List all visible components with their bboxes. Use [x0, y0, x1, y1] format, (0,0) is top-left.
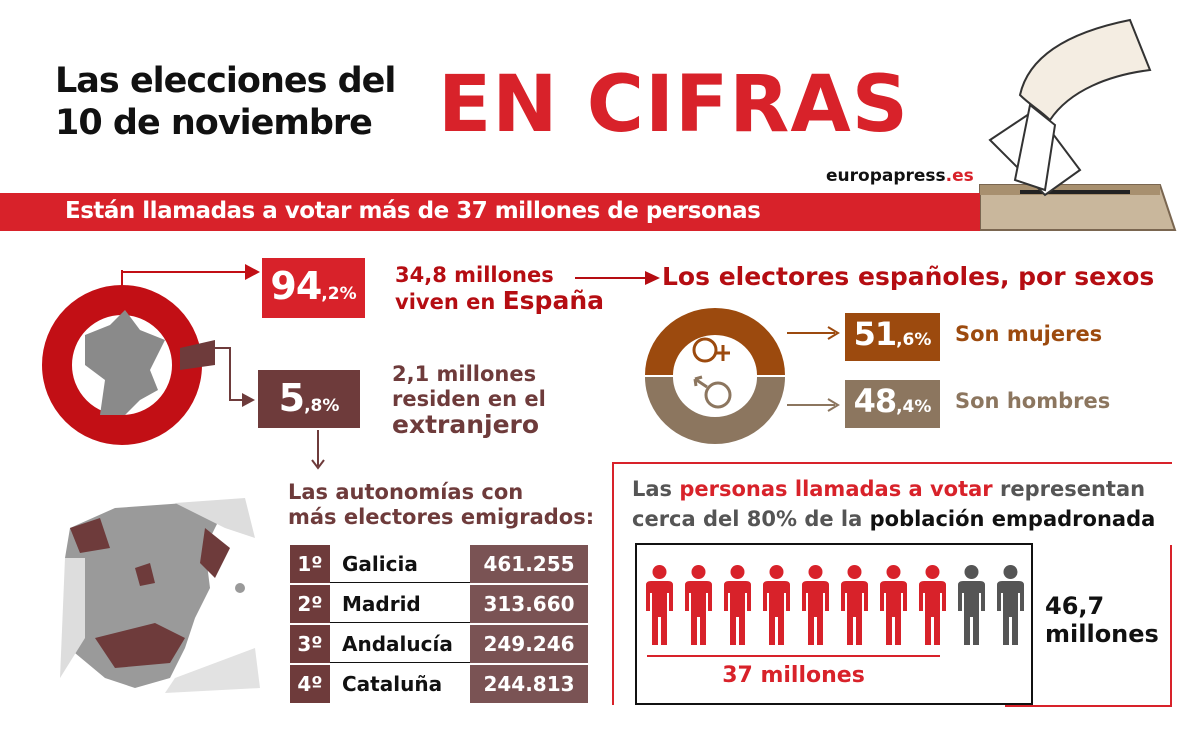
- people-figures: [642, 563, 1028, 648]
- person-icon-voter: [802, 565, 829, 645]
- female-icon: [692, 337, 730, 363]
- voters-underline: [647, 655, 940, 657]
- table-row: 4º Cataluña 244.813: [290, 665, 588, 703]
- abroad-pct-badge: 5,8%: [258, 370, 360, 428]
- arrow-down-icon: [311, 430, 325, 470]
- men-label: Son hombres: [955, 389, 1111, 413]
- panel-border-bottom: [1005, 705, 1172, 707]
- person-icon-nonvoter: [997, 565, 1024, 645]
- donut-segment-abroad: [180, 340, 215, 370]
- emigrants-heading: Las autonomías con más electores emigrad…: [288, 480, 595, 529]
- person-icon-voter: [841, 565, 868, 645]
- arrow-right-icon: [575, 271, 660, 285]
- emigrants-table: 1º Galicia 461.255 2º Madrid 313.660 3º Andal…: [290, 545, 588, 705]
- ballot-box-illustration: [979, 18, 1177, 231]
- table-row: 3º Andalucía 249.246: [290, 625, 588, 663]
- panel-border-top: [612, 462, 1172, 464]
- title-highlight: EN CIFRAS: [438, 60, 909, 150]
- spain-regions-map: [60, 498, 260, 693]
- person-icon-voter: [685, 565, 712, 645]
- men-pct-badge: 48,4%: [845, 380, 940, 428]
- gender-title: Los electores españoles, por sexos: [662, 262, 1155, 291]
- source-label: europapress.es: [826, 166, 974, 186]
- connector-arrows: [121, 264, 260, 407]
- gender-donut: [645, 308, 840, 444]
- women-pct-badge: 51,6%: [845, 313, 940, 361]
- banner-text: Están llamadas a votar más de 37 millone…: [65, 198, 761, 224]
- panel-border-left: [612, 462, 614, 705]
- male-icon: [693, 375, 732, 409]
- person-icon-voter: [724, 565, 751, 645]
- residence-donut: [42, 270, 230, 445]
- spain-pct-badge: 94,2%: [262, 258, 365, 318]
- panel-border-right: [1170, 545, 1172, 707]
- person-icon-nonvoter: [958, 565, 985, 645]
- banner: Están llamadas a votar más de 37 millone…: [0, 193, 980, 231]
- total-population: 46,7 millones: [1045, 592, 1159, 648]
- population-box: 37 millones: [635, 543, 1033, 705]
- table-row: 2º Madrid 313.660: [290, 585, 588, 623]
- person-icon-voter: [919, 565, 946, 645]
- spain-map-icon: [85, 310, 165, 415]
- table-row: 1º Galicia 461.255: [290, 545, 588, 583]
- spain-text: 34,8 millones viven en España: [395, 263, 604, 315]
- person-icon-voter: [763, 565, 790, 645]
- women-label: Son mujeres: [955, 322, 1103, 346]
- abroad-text: 2,1 millones residen en el extranjero: [392, 362, 546, 439]
- donut-segment-men: [645, 377, 785, 444]
- population-heading: Las personas llamadas a votar representa…: [632, 477, 1156, 531]
- title-line2: 10 de noviembre: [55, 103, 373, 143]
- person-icon-voter: [646, 565, 673, 645]
- voters-label: 37 millones: [722, 663, 865, 688]
- person-icon-voter: [880, 565, 907, 645]
- title: Las elecciones del 10 de noviembre: [55, 60, 396, 144]
- title-line1: Las elecciones del: [55, 61, 396, 101]
- donut-segment-women: [645, 308, 785, 375]
